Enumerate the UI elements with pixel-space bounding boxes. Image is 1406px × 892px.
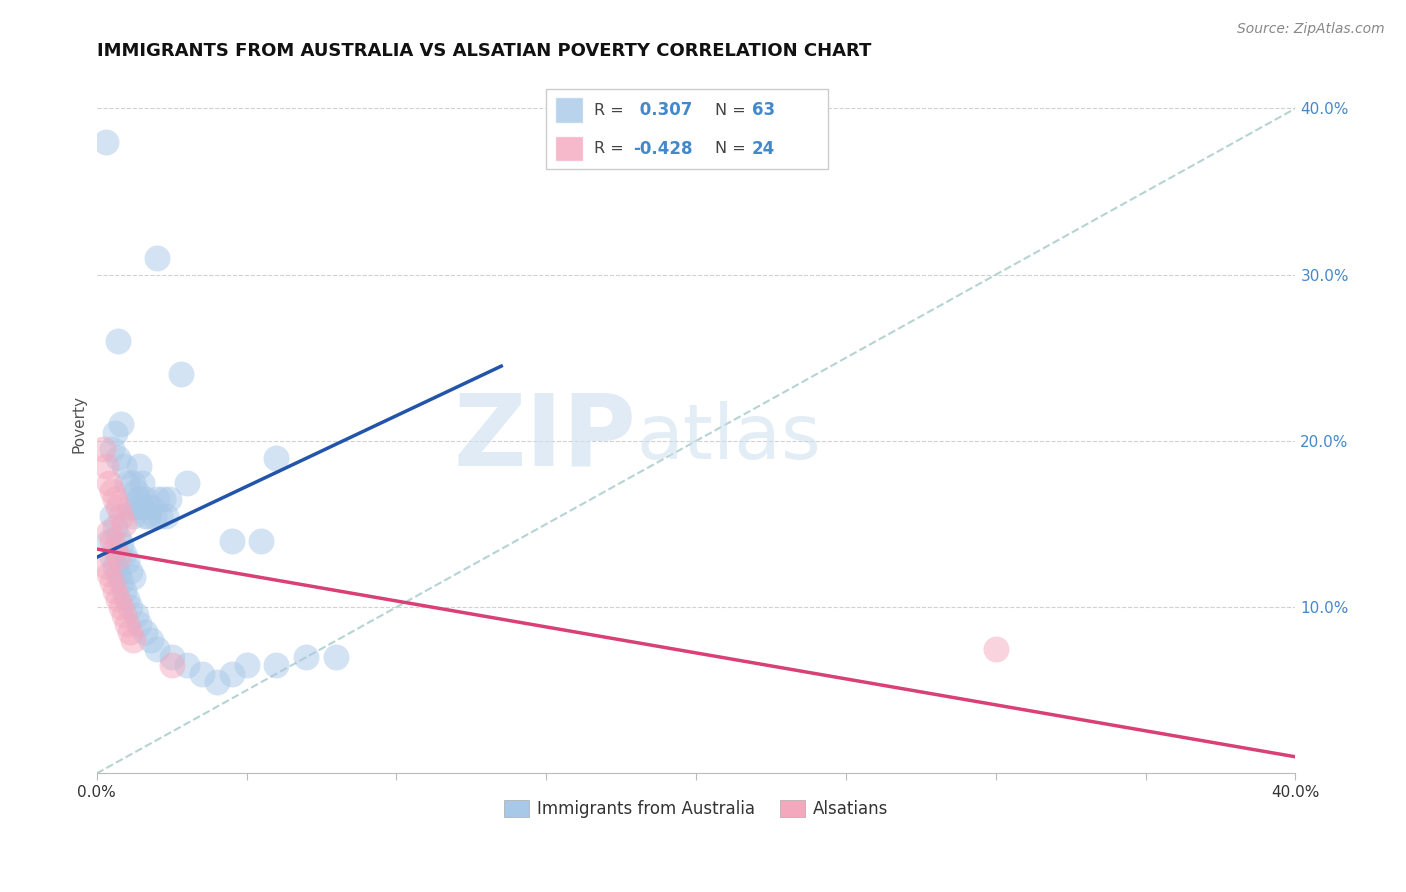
Point [176, 658, 198, 673]
Point [169, 368, 191, 382]
Point [94, 458, 117, 473]
Point [124, 500, 146, 515]
Point [110, 600, 132, 615]
Point [121, 508, 143, 523]
Point [112, 608, 135, 623]
Point [107, 450, 129, 465]
Point [100, 483, 122, 498]
Point [107, 530, 129, 544]
Point [124, 608, 146, 623]
Point [266, 658, 288, 673]
Point [97, 525, 120, 540]
Point [266, 450, 288, 465]
Point [145, 641, 167, 656]
Point [155, 508, 177, 523]
Point [97, 475, 120, 490]
Point [115, 591, 138, 606]
Point [176, 475, 198, 490]
Point [100, 550, 122, 565]
Point [118, 564, 141, 578]
Point [136, 508, 159, 523]
Point [205, 675, 228, 690]
Legend: Immigrants from Australia, Alsatians: Immigrants from Australia, Alsatians [496, 793, 896, 824]
Point [325, 650, 347, 665]
Point [128, 458, 150, 473]
Point [107, 500, 129, 515]
Point [190, 666, 212, 681]
Y-axis label: Poverty: Poverty [72, 395, 86, 453]
Point [221, 533, 243, 548]
Text: ZIP: ZIP [453, 390, 636, 487]
Point [100, 442, 122, 457]
Point [139, 500, 162, 515]
Point [110, 537, 132, 551]
Point [134, 492, 156, 507]
Point [160, 658, 183, 673]
Point [145, 251, 167, 265]
Point [134, 508, 156, 523]
Point [112, 458, 135, 473]
Point [157, 492, 180, 507]
Point [128, 616, 150, 631]
Point [100, 508, 122, 523]
Point [124, 483, 146, 498]
Point [118, 500, 141, 515]
Point [118, 600, 141, 615]
Point [121, 633, 143, 648]
Point [115, 554, 138, 568]
Point [110, 508, 132, 523]
Point [91, 442, 114, 457]
Point [131, 475, 153, 490]
Text: atlas: atlas [636, 401, 821, 475]
Point [128, 492, 150, 507]
Point [110, 575, 132, 590]
Point [145, 492, 167, 507]
Point [295, 650, 318, 665]
Point [104, 492, 127, 507]
Point [100, 575, 122, 590]
Point [104, 583, 127, 598]
Point [149, 508, 172, 523]
Point [160, 650, 183, 665]
Point [112, 547, 135, 561]
Point [131, 500, 153, 515]
Point [115, 616, 138, 631]
Point [104, 520, 127, 534]
Point [121, 475, 143, 490]
Point [107, 591, 129, 606]
Point [115, 475, 138, 490]
Point [107, 334, 129, 349]
Point [142, 508, 165, 523]
Point [97, 533, 120, 548]
Point [235, 658, 257, 673]
Text: Source: ZipAtlas.com: Source: ZipAtlas.com [1237, 22, 1385, 37]
Point [112, 583, 135, 598]
Point [107, 566, 129, 581]
Point [104, 558, 127, 573]
Point [139, 633, 162, 648]
Text: IMMIGRANTS FROM AUSTRALIA VS ALSATIAN POVERTY CORRELATION CHART: IMMIGRANTS FROM AUSTRALIA VS ALSATIAN PO… [97, 42, 872, 60]
Point [112, 517, 135, 532]
Point [110, 417, 132, 432]
Point [94, 558, 117, 573]
Point [100, 533, 122, 548]
Point [134, 625, 156, 640]
Point [97, 566, 120, 581]
Point [221, 666, 243, 681]
Point [250, 533, 273, 548]
Point [121, 570, 143, 584]
Point [94, 135, 117, 149]
Point [107, 550, 129, 565]
Point [984, 641, 1007, 656]
Point [118, 625, 141, 640]
Point [104, 425, 127, 440]
Point [152, 492, 174, 507]
Point [104, 541, 127, 556]
